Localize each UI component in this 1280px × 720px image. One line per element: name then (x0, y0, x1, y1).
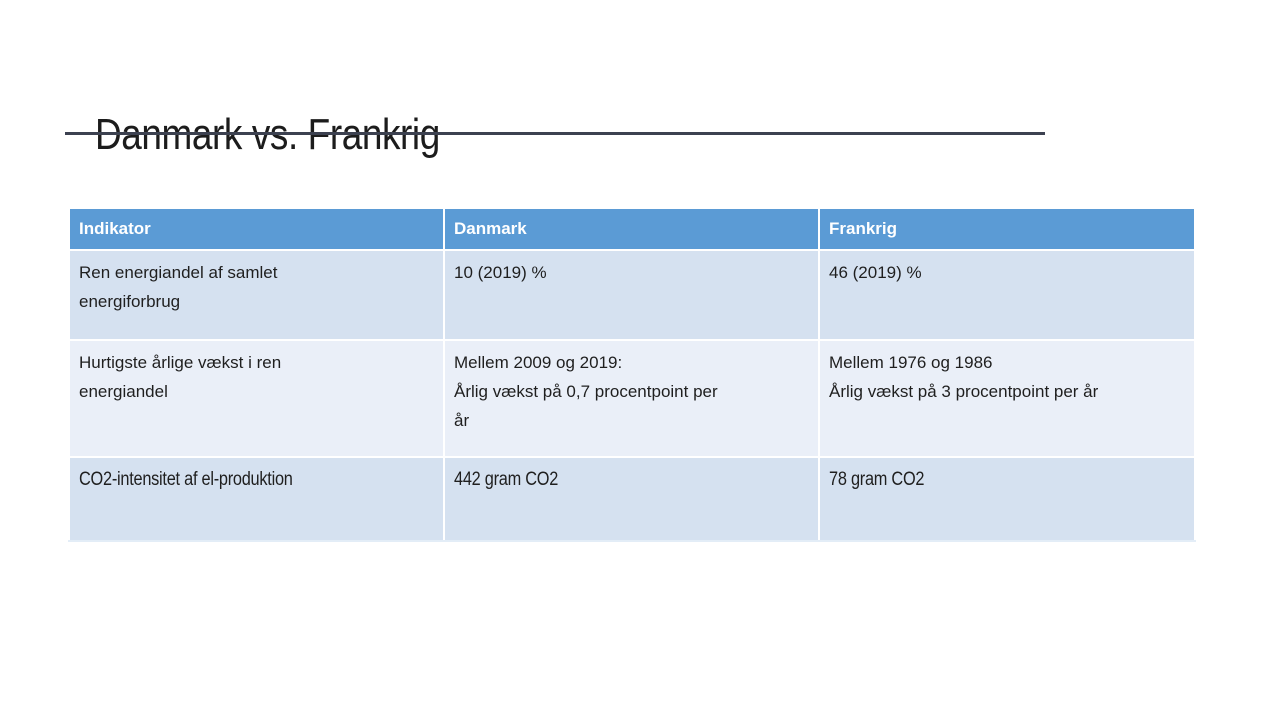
header-cell-danmark: Danmark (443, 207, 820, 251)
slide-title-text: Danmark vs. Frankrig (95, 110, 440, 160)
comparison-table: Indikator Danmark Frankrig Ren energiand… (68, 207, 1196, 542)
cell-indicator: Ren energiandel af samlet energiforbrug (68, 249, 445, 341)
table-row: CO2-intensitet af el-produktion 442 gram… (68, 456, 1196, 542)
cell-denmark-value: 10 (2019) % (443, 249, 820, 341)
header-cell-frankrig: Frankrig (818, 207, 1196, 251)
cell-france-value: Mellem 1976 og 1986 Årlig vækst på 3 pro… (818, 339, 1196, 458)
cell-denmark-value: Mellem 2009 og 2019: Årlig vækst på 0,7 … (443, 339, 820, 458)
cell-indicator: CO2-intensitet af el-produktion (68, 456, 445, 542)
cell-indicator-text: CO2-intensitet af el-produktion (79, 469, 293, 490)
title-underline (65, 132, 1045, 135)
cell-france-text: 78 gram CO2 (829, 469, 925, 490)
table-header-row: Indikator Danmark Frankrig (68, 207, 1196, 251)
table-row: Hurtigste årlige vækst i ren energiandel… (68, 339, 1196, 458)
header-cell-indikator: Indikator (68, 207, 445, 251)
cell-france-value: 46 (2019) % (818, 249, 1196, 341)
cell-indicator: Hurtigste årlige vækst i ren energiandel (68, 339, 445, 458)
slide-title: Danmark vs. Frankrig (95, 110, 506, 160)
cell-denmark-text: 442 gram CO2 (454, 469, 559, 490)
cell-denmark-value: 442 gram CO2 (443, 456, 820, 542)
table-row: Ren energiandel af samlet energiforbrug … (68, 249, 1196, 341)
cell-france-value: 78 gram CO2 (818, 456, 1196, 542)
